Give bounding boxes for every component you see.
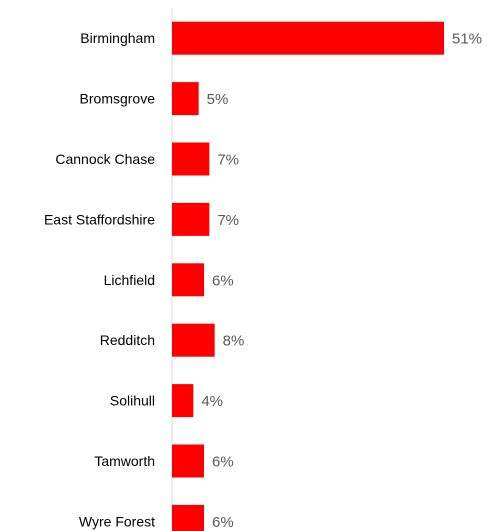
category-label-birmingham: Birmingham [80, 30, 155, 46]
category-label-lichfield: Lichfield [104, 272, 155, 288]
value-label-redditch: 8% [223, 333, 245, 350]
bar-cannock-chase [172, 142, 210, 176]
value-label-tamworth: 6% [212, 454, 234, 471]
value-label-birmingham: 51% [452, 31, 482, 48]
category-label-bromsgrove: Bromsgrove [80, 91, 156, 107]
value-label-cannock-chase: 7% [217, 152, 239, 169]
category-label-tamworth: Tamworth [94, 453, 155, 469]
value-label-solihull: 4% [201, 393, 223, 410]
value-label-lichfield: 6% [212, 272, 234, 289]
category-labels-group: Birmingham Bromsgrove Cannock Chase East St… [44, 30, 155, 529]
category-label-cannock-chase: Cannock Chase [55, 151, 155, 167]
bar-birmingham [172, 21, 444, 55]
value-labels-group: 51% 5% 7% 7% 6% 8% 4% 6% 6% [201, 31, 482, 531]
bar-redditch [172, 323, 215, 357]
category-label-redditch: Redditch [100, 332, 155, 348]
bar-solihull [172, 384, 194, 418]
value-label-east-staffordshire: 7% [217, 212, 239, 229]
bar-lichfield [172, 263, 204, 297]
bar-bromsgrove [172, 82, 199, 116]
bars-group [172, 21, 444, 531]
value-label-bromsgrove: 5% [207, 91, 229, 108]
category-label-east-staffordshire: East Staffordshire [44, 211, 155, 227]
category-label-solihull: Solihull [110, 393, 155, 409]
category-label-wyre-forest: Wyre Forest [79, 513, 155, 529]
bar-tamworth [172, 444, 204, 478]
value-label-wyre-forest: 6% [212, 514, 234, 531]
bar-east-staffordshire [172, 202, 210, 236]
bar-wyre-forest [172, 504, 204, 531]
